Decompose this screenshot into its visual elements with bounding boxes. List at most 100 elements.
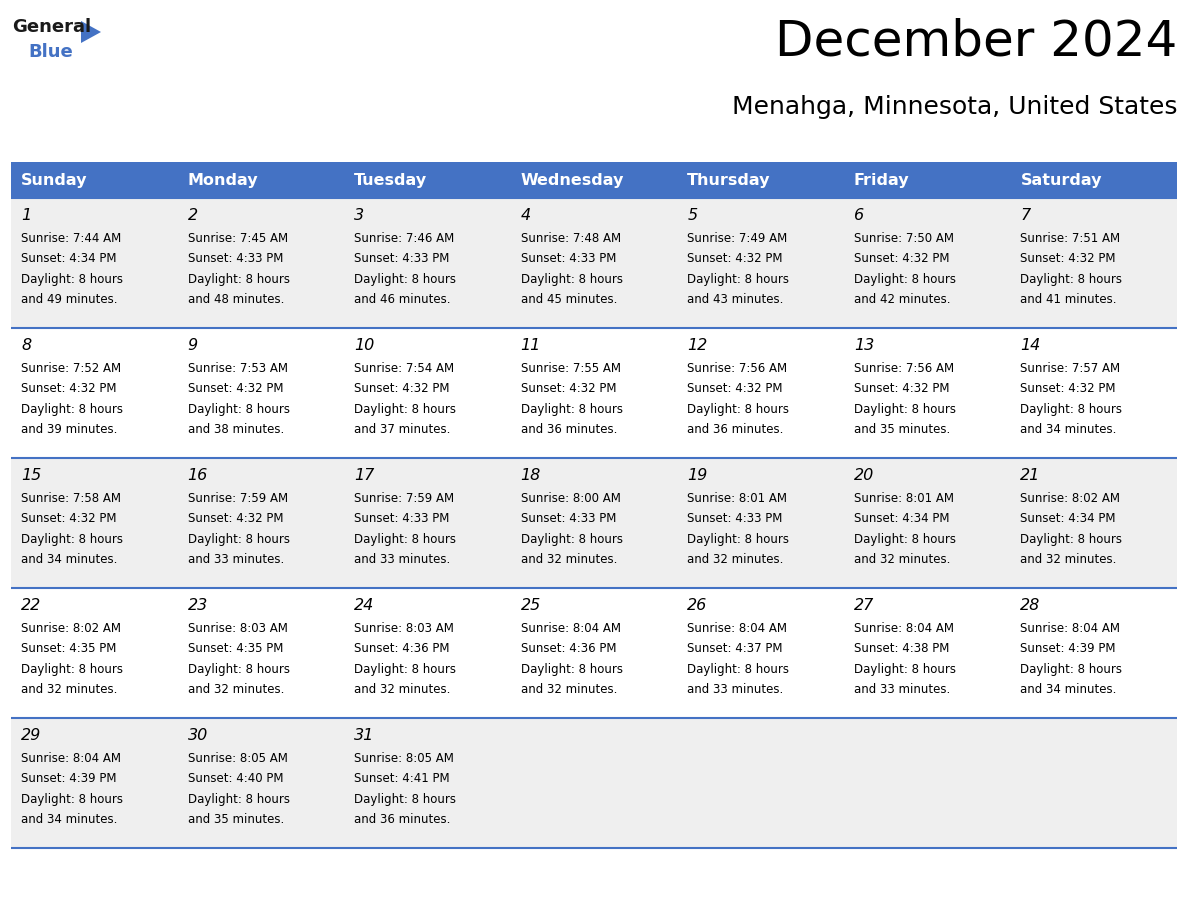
Text: Daylight: 8 hours: Daylight: 8 hours: [188, 792, 290, 806]
Text: and 32 minutes.: and 32 minutes.: [1020, 553, 1117, 566]
Text: Sunrise: 8:01 AM: Sunrise: 8:01 AM: [854, 491, 954, 505]
Text: 28: 28: [1020, 598, 1041, 613]
Text: and 32 minutes.: and 32 minutes.: [21, 683, 118, 696]
Text: Sunrise: 8:04 AM: Sunrise: 8:04 AM: [854, 621, 954, 634]
Text: Sunrise: 7:52 AM: Sunrise: 7:52 AM: [21, 362, 121, 375]
Text: Sunset: 4:33 PM: Sunset: 4:33 PM: [354, 252, 449, 265]
Text: and 46 minutes.: and 46 minutes.: [354, 293, 450, 306]
Text: 5: 5: [688, 208, 697, 223]
Text: Wednesday: Wednesday: [520, 173, 624, 187]
Text: and 37 minutes.: and 37 minutes.: [354, 423, 450, 436]
Text: Sunset: 4:32 PM: Sunset: 4:32 PM: [520, 382, 617, 395]
Text: 20: 20: [854, 468, 874, 483]
Text: Daylight: 8 hours: Daylight: 8 hours: [21, 403, 124, 416]
Text: 22: 22: [21, 598, 42, 613]
Text: 17: 17: [354, 468, 374, 483]
Text: Sunset: 4:32 PM: Sunset: 4:32 PM: [188, 382, 283, 395]
Text: Sunset: 4:32 PM: Sunset: 4:32 PM: [688, 382, 783, 395]
Text: Sunset: 4:33 PM: Sunset: 4:33 PM: [688, 512, 783, 525]
Text: Monday: Monday: [188, 173, 258, 187]
Text: and 34 minutes.: and 34 minutes.: [21, 813, 118, 826]
Text: Sunset: 4:33 PM: Sunset: 4:33 PM: [520, 512, 617, 525]
Text: 16: 16: [188, 468, 208, 483]
Text: Sunset: 4:32 PM: Sunset: 4:32 PM: [21, 382, 116, 395]
Polygon shape: [81, 21, 101, 43]
Text: 18: 18: [520, 468, 541, 483]
Text: Sunset: 4:39 PM: Sunset: 4:39 PM: [1020, 642, 1116, 655]
Text: Daylight: 8 hours: Daylight: 8 hours: [188, 663, 290, 676]
Text: Sunrise: 8:04 AM: Sunrise: 8:04 AM: [520, 621, 620, 634]
Text: Sunrise: 7:55 AM: Sunrise: 7:55 AM: [520, 362, 620, 375]
Text: Sunset: 4:36 PM: Sunset: 4:36 PM: [354, 642, 449, 655]
Text: Sunset: 4:32 PM: Sunset: 4:32 PM: [21, 512, 116, 525]
Text: Daylight: 8 hours: Daylight: 8 hours: [21, 792, 124, 806]
Text: 9: 9: [188, 338, 197, 353]
Text: Daylight: 8 hours: Daylight: 8 hours: [688, 273, 789, 285]
Text: Sunrise: 8:00 AM: Sunrise: 8:00 AM: [520, 491, 620, 505]
Text: Sunrise: 7:53 AM: Sunrise: 7:53 AM: [188, 362, 287, 375]
Text: Sunset: 4:37 PM: Sunset: 4:37 PM: [688, 642, 783, 655]
Text: Sunrise: 7:56 AM: Sunrise: 7:56 AM: [854, 362, 954, 375]
Bar: [511, 162, 677, 198]
Text: and 34 minutes.: and 34 minutes.: [21, 553, 118, 566]
Text: Blue: Blue: [29, 43, 72, 61]
Text: Daylight: 8 hours: Daylight: 8 hours: [854, 532, 956, 545]
Text: 8: 8: [21, 338, 31, 353]
Text: 1: 1: [21, 208, 31, 223]
Text: and 36 minutes.: and 36 minutes.: [688, 423, 784, 436]
Text: Sunset: 4:33 PM: Sunset: 4:33 PM: [520, 252, 617, 265]
Text: Daylight: 8 hours: Daylight: 8 hours: [354, 532, 456, 545]
Text: 30: 30: [188, 728, 208, 743]
Text: 27: 27: [854, 598, 874, 613]
Text: Daylight: 8 hours: Daylight: 8 hours: [520, 532, 623, 545]
Text: Sunrise: 7:46 AM: Sunrise: 7:46 AM: [354, 231, 454, 244]
Text: Sunday: Sunday: [21, 173, 88, 187]
Text: Daylight: 8 hours: Daylight: 8 hours: [188, 403, 290, 416]
Text: Sunset: 4:32 PM: Sunset: 4:32 PM: [854, 252, 949, 265]
Text: Sunrise: 8:05 AM: Sunrise: 8:05 AM: [354, 752, 454, 765]
Text: December 2024: December 2024: [775, 18, 1177, 66]
Text: 29: 29: [21, 728, 42, 743]
Text: Daylight: 8 hours: Daylight: 8 hours: [1020, 663, 1123, 676]
Text: 13: 13: [854, 338, 874, 353]
Text: Daylight: 8 hours: Daylight: 8 hours: [1020, 273, 1123, 285]
Text: 23: 23: [188, 598, 208, 613]
Text: Daylight: 8 hours: Daylight: 8 hours: [188, 273, 290, 285]
Text: and 33 minutes.: and 33 minutes.: [688, 683, 784, 696]
Text: and 33 minutes.: and 33 minutes.: [354, 553, 450, 566]
Bar: [345, 162, 511, 198]
Text: Daylight: 8 hours: Daylight: 8 hours: [1020, 532, 1123, 545]
Text: Daylight: 8 hours: Daylight: 8 hours: [21, 273, 124, 285]
Text: Sunset: 4:32 PM: Sunset: 4:32 PM: [688, 252, 783, 265]
Text: Sunrise: 7:45 AM: Sunrise: 7:45 AM: [188, 231, 287, 244]
Bar: [11, 718, 1177, 848]
Text: 24: 24: [354, 598, 374, 613]
Text: 6: 6: [854, 208, 864, 223]
Text: Thursday: Thursday: [688, 173, 771, 187]
Text: Sunrise: 8:01 AM: Sunrise: 8:01 AM: [688, 491, 788, 505]
Text: Sunset: 4:32 PM: Sunset: 4:32 PM: [1020, 252, 1116, 265]
Text: Sunrise: 8:03 AM: Sunrise: 8:03 AM: [188, 621, 287, 634]
Text: Sunset: 4:32 PM: Sunset: 4:32 PM: [354, 382, 449, 395]
Text: and 42 minutes.: and 42 minutes.: [854, 293, 950, 306]
Bar: [677, 162, 843, 198]
Text: Sunrise: 7:51 AM: Sunrise: 7:51 AM: [1020, 231, 1120, 244]
Bar: [11, 588, 1177, 718]
Text: Sunset: 4:41 PM: Sunset: 4:41 PM: [354, 772, 450, 785]
Text: and 35 minutes.: and 35 minutes.: [854, 423, 950, 436]
Text: Daylight: 8 hours: Daylight: 8 hours: [1020, 403, 1123, 416]
Text: Daylight: 8 hours: Daylight: 8 hours: [21, 532, 124, 545]
Text: and 35 minutes.: and 35 minutes.: [188, 813, 284, 826]
Text: 14: 14: [1020, 338, 1041, 353]
Text: and 32 minutes.: and 32 minutes.: [520, 553, 617, 566]
Text: Sunrise: 7:59 AM: Sunrise: 7:59 AM: [354, 491, 454, 505]
Text: Sunset: 4:32 PM: Sunset: 4:32 PM: [188, 512, 283, 525]
Text: Sunset: 4:40 PM: Sunset: 4:40 PM: [188, 772, 283, 785]
Text: and 48 minutes.: and 48 minutes.: [188, 293, 284, 306]
Text: Sunset: 4:34 PM: Sunset: 4:34 PM: [1020, 512, 1116, 525]
Text: 12: 12: [688, 338, 708, 353]
Text: Sunset: 4:34 PM: Sunset: 4:34 PM: [21, 252, 116, 265]
Text: and 32 minutes.: and 32 minutes.: [688, 553, 784, 566]
Text: and 33 minutes.: and 33 minutes.: [854, 683, 950, 696]
Text: Sunrise: 8:03 AM: Sunrise: 8:03 AM: [354, 621, 454, 634]
